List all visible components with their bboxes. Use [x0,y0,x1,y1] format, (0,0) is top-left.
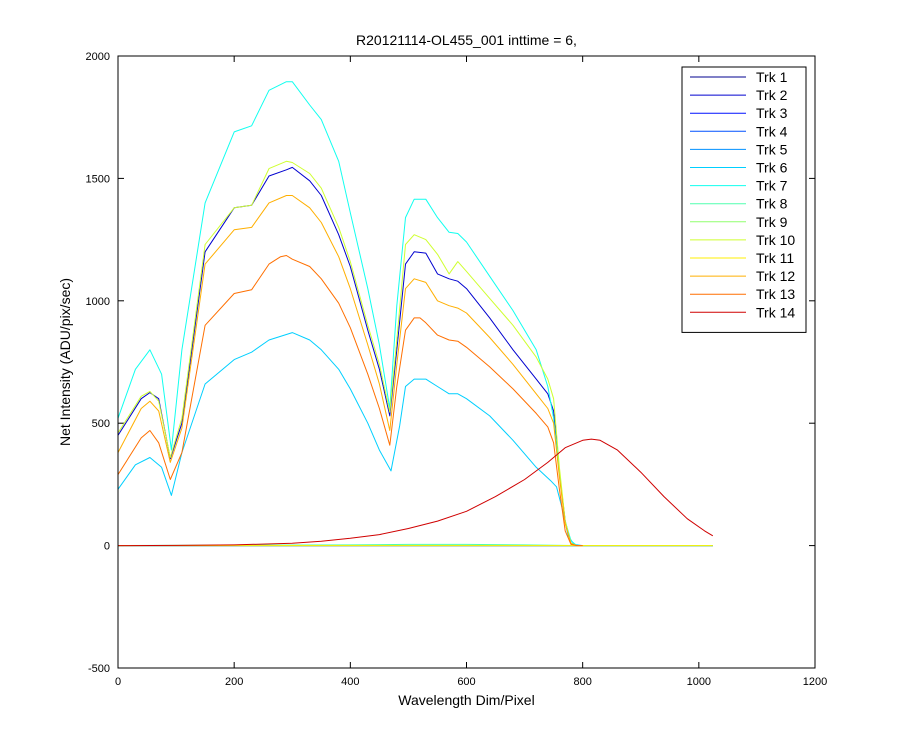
series-line-trk-10 [117,160,583,547]
x-tick-label: 800 [573,676,591,688]
x-axis-title: Wavelength Dim/Pixel [398,692,534,708]
x-tick-label: 1000 [687,676,711,688]
legend-label: Trk 13 [756,286,795,302]
legend-label: Trk 11 [756,250,794,266]
plot-border [117,55,816,669]
legend-label: Trk 2 [756,87,788,103]
chart-title: R20121114-OL455_001 inttime = 6, [356,32,577,48]
x-tick-label: 400 [341,676,359,688]
legend-label: Trk 12 [756,268,795,284]
y-tick-label: 1000 [86,296,110,308]
x-tick-label: 600 [457,676,475,688]
legend-label: Trk 5 [756,141,788,157]
axis-ticks: 0 200 400 600 800 1000 1200 -500 0 500 1000 1500 200… [86,51,828,688]
legend-box [681,66,807,333]
legend-label: Trk 8 [756,196,788,212]
series-line-trk-14 [117,438,714,547]
legend-label: Trk 7 [756,178,788,194]
legend-label: Trk 6 [756,160,788,176]
series-lines [117,81,714,547]
x-tick-label: 1200 [803,676,827,688]
y-tick-label: -500 [88,663,110,675]
x-tick-label: 0 [115,676,121,688]
y-tick-label: 2000 [86,51,110,63]
legend-label: Trk 9 [756,214,788,230]
legend-label: Trk 14 [756,304,795,320]
legend-label: Trk 10 [756,232,795,248]
legend-label: Trk 3 [756,105,788,121]
series-line-trk-6 [117,332,583,547]
y-axis-title: Net Intensity (ADU/pix/sec) [57,278,73,446]
legend-label: Trk 4 [756,123,788,139]
y-tick-label: 0 [104,541,110,553]
x-tick-label: 200 [225,676,243,688]
series-line-trk-2 [117,166,583,547]
y-tick-label: 500 [92,418,110,430]
legend-label: Trk 1 [756,69,788,85]
series-line-trk-12 [117,195,583,547]
series-line-trk-13 [117,255,583,547]
y-tick-label: 1500 [86,173,110,185]
legend: Trk 1 Trk 2 Trk 3 Trk 4 Trk 5 Trk 6 Trk 7 Trk 8… [681,66,807,333]
